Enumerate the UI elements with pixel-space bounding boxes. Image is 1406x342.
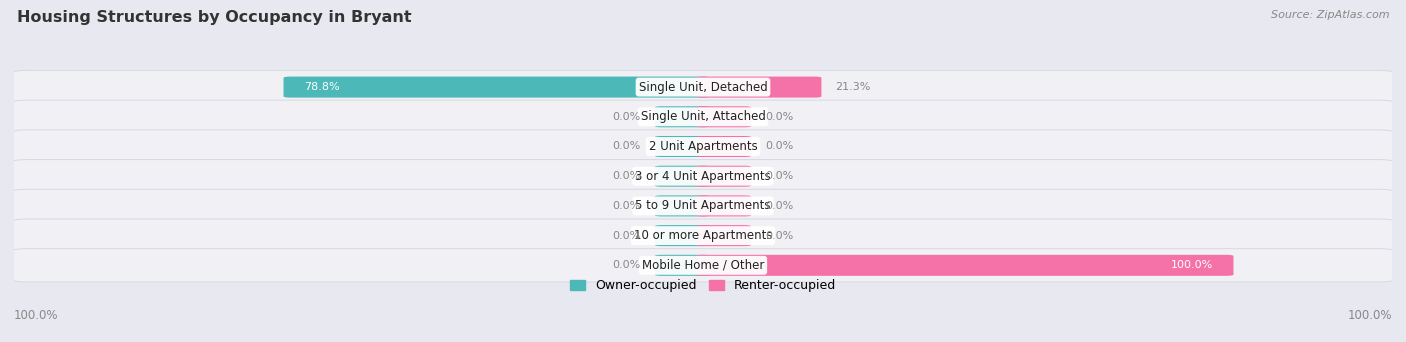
Text: 78.8%: 78.8% [304,82,340,92]
FancyBboxPatch shape [696,166,751,187]
FancyBboxPatch shape [11,70,1395,104]
Text: 0.0%: 0.0% [765,142,793,152]
Legend: Owner-occupied, Renter-occupied: Owner-occupied, Renter-occupied [565,274,841,297]
Text: 5 to 9 Unit Apartments: 5 to 9 Unit Apartments [636,199,770,212]
Text: 3 or 4 Unit Apartments: 3 or 4 Unit Apartments [636,170,770,183]
FancyBboxPatch shape [284,77,710,97]
FancyBboxPatch shape [655,166,710,187]
Text: 0.0%: 0.0% [765,171,793,181]
Text: 21.3%: 21.3% [835,82,870,92]
Text: Mobile Home / Other: Mobile Home / Other [641,259,765,272]
FancyBboxPatch shape [696,106,751,127]
Text: Housing Structures by Occupancy in Bryant: Housing Structures by Occupancy in Bryan… [17,10,412,25]
Text: 0.0%: 0.0% [613,171,641,181]
FancyBboxPatch shape [655,225,710,246]
FancyBboxPatch shape [655,106,710,127]
FancyBboxPatch shape [11,249,1395,282]
Text: 10 or more Apartments: 10 or more Apartments [634,229,772,242]
FancyBboxPatch shape [655,136,710,157]
FancyBboxPatch shape [11,219,1395,252]
Text: 100.0%: 100.0% [1347,309,1392,322]
FancyBboxPatch shape [11,189,1395,223]
Text: Source: ZipAtlas.com: Source: ZipAtlas.com [1271,10,1389,20]
FancyBboxPatch shape [11,130,1395,163]
FancyBboxPatch shape [696,225,751,246]
Text: 0.0%: 0.0% [765,112,793,122]
Text: 0.0%: 0.0% [765,201,793,211]
FancyBboxPatch shape [11,100,1395,133]
FancyBboxPatch shape [696,195,751,216]
FancyBboxPatch shape [696,77,821,97]
Text: 0.0%: 0.0% [613,231,641,241]
FancyBboxPatch shape [655,195,710,216]
FancyBboxPatch shape [696,136,751,157]
Text: 0.0%: 0.0% [765,231,793,241]
Text: 0.0%: 0.0% [613,260,641,270]
FancyBboxPatch shape [696,255,1233,276]
Text: 0.0%: 0.0% [613,142,641,152]
Text: Single Unit, Detached: Single Unit, Detached [638,81,768,94]
Text: 100.0%: 100.0% [14,309,59,322]
Text: 0.0%: 0.0% [613,112,641,122]
FancyBboxPatch shape [11,160,1395,193]
Text: 2 Unit Apartments: 2 Unit Apartments [648,140,758,153]
Text: 0.0%: 0.0% [613,201,641,211]
Text: Single Unit, Attached: Single Unit, Attached [641,110,765,123]
FancyBboxPatch shape [655,255,710,276]
Text: 100.0%: 100.0% [1171,260,1213,270]
